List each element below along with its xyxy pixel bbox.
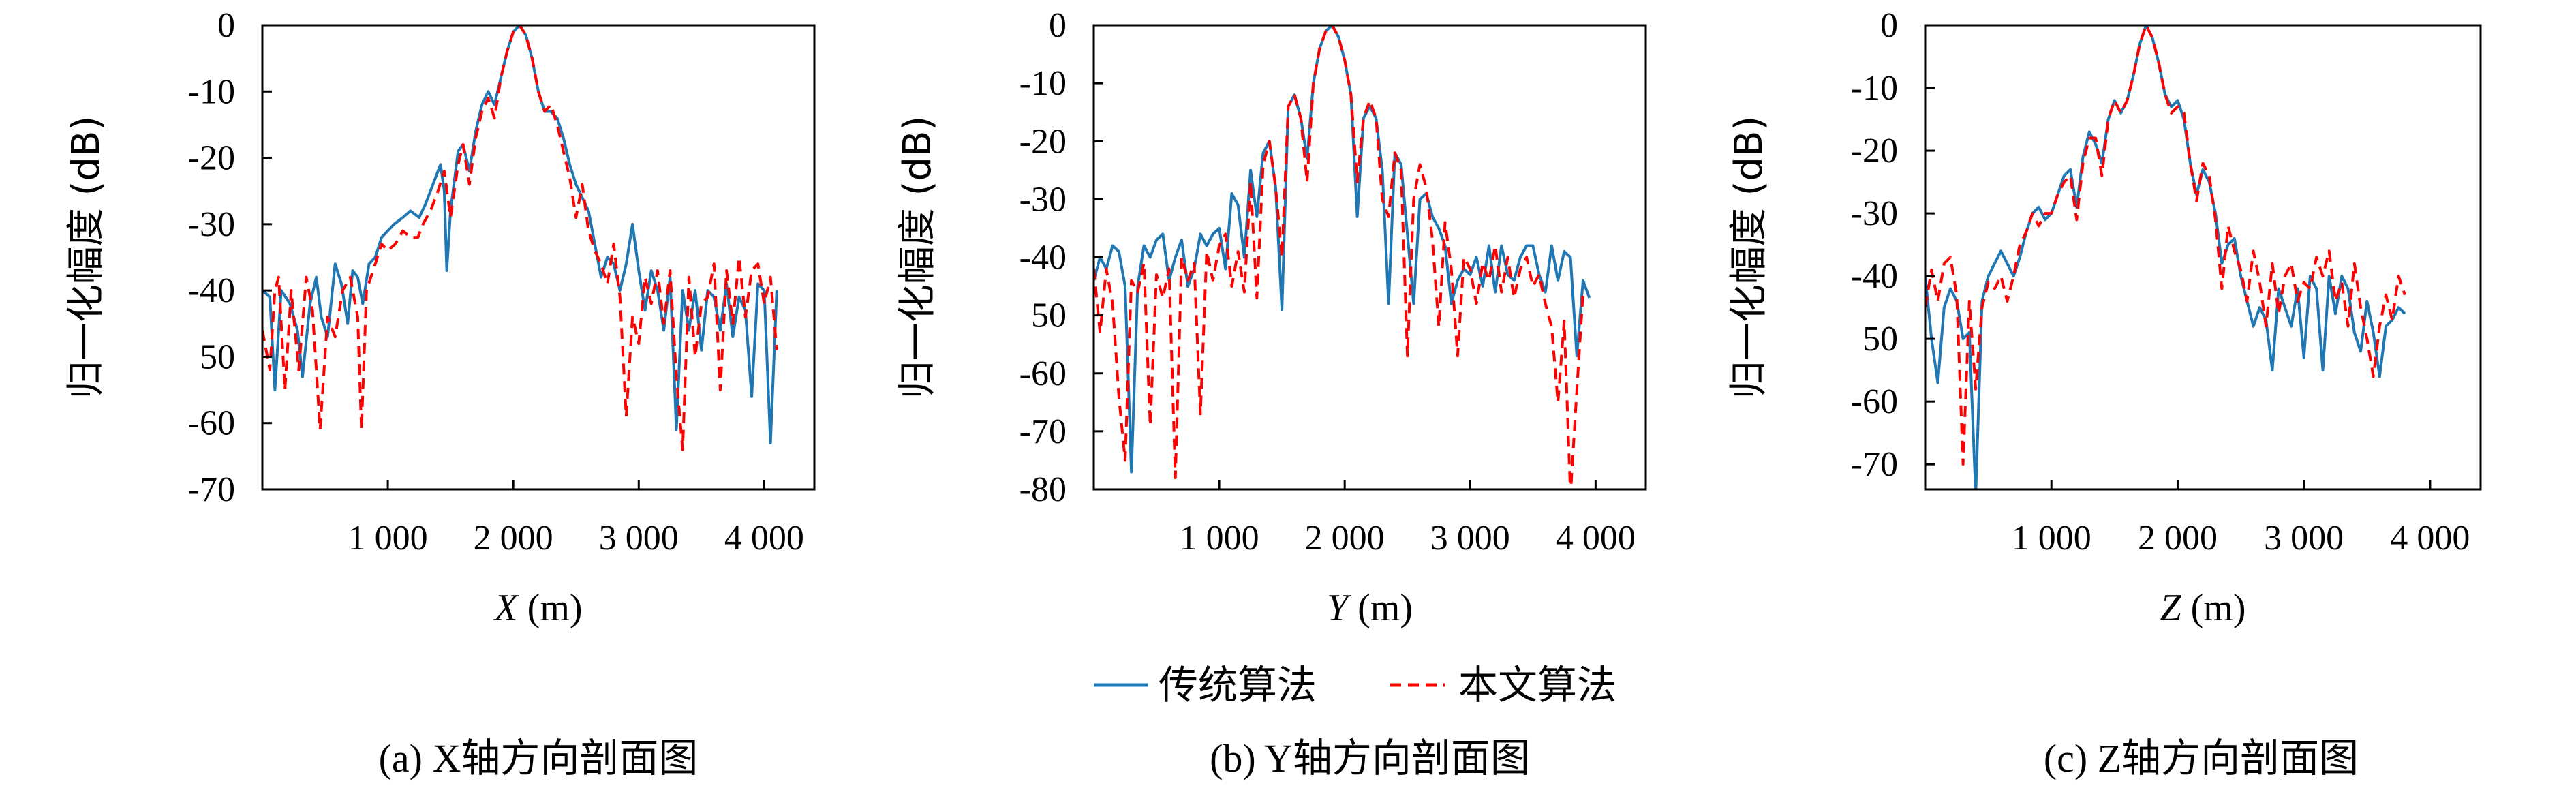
x-tick-label: 1 000 [348, 519, 428, 558]
y-tick-label: 50 [1031, 296, 1067, 335]
y-tick-label: -30 [188, 205, 235, 244]
y-tick-label: -60 [1851, 382, 1898, 421]
y-tick-label: -40 [188, 271, 235, 310]
x-tick-label: 1 000 [2012, 519, 2091, 558]
y-axis-title: 归一化幅度 (dB) [64, 116, 108, 399]
legend-label-proposed: 本文算法 [1458, 662, 1616, 708]
y-tick-label: -30 [1019, 180, 1067, 219]
y-tick-label: -40 [1019, 239, 1067, 277]
y-tick-label: -30 [1851, 194, 1898, 233]
x-tick-label: 3 000 [2264, 519, 2344, 558]
y-tick-label: -80 [1019, 470, 1067, 509]
x-axis-title: X (m) [493, 587, 582, 629]
series-line-proposed [1094, 25, 1584, 489]
x-tick-label: 2 000 [1305, 519, 1385, 558]
x-tick-label: 2 000 [2138, 519, 2218, 558]
panels-group: 0 -10 -20 -30 -40 50 -60 -70 1 000 2 000 3 000 4 00… [64, 6, 2482, 780]
x-axis-title: Z (m) [2160, 587, 2245, 629]
series-line-proposed [1925, 25, 2406, 466]
x-axis-variable: Z [2160, 587, 2181, 629]
panel-caption: (a) X轴方向剖面图 [379, 736, 699, 780]
x-tick-label: 4 000 [2390, 519, 2470, 558]
y-tick-label: -70 [188, 470, 235, 509]
y-tick-label: -20 [188, 139, 235, 178]
y-tick-label: -10 [188, 72, 235, 111]
y-tick-label: 0 [217, 6, 235, 45]
x-axis-title: Y (m) [1327, 587, 1413, 629]
y-tick-label: -70 [1851, 445, 1898, 484]
series-line-traditional [262, 25, 778, 444]
y-tick-label: -20 [1851, 132, 1898, 170]
y-tick-label: -70 [1019, 412, 1067, 451]
y-tick-label: -10 [1851, 69, 1898, 108]
x-axis-variable: X [493, 587, 519, 629]
x-tick-label: 4 000 [724, 519, 804, 558]
y-tick-label: -60 [188, 404, 235, 443]
x-tick-label: 1 000 [1180, 519, 1259, 558]
x-axis-unit: (m) [2191, 587, 2246, 629]
chart-panel-2: 0 -10 -20 -30 -40 50 -60 -70 1 000 2 000 3 000 4 00… [1727, 6, 2482, 780]
y-tick-label: -20 [1019, 122, 1067, 161]
y-tick-label: 0 [1880, 6, 1898, 45]
legend: 传统算法 本文算法 [1094, 662, 1616, 708]
x-tick-label: 4 000 [1556, 519, 1636, 558]
plot-frame [1924, 24, 2482, 491]
y-tick-label: 0 [1049, 6, 1067, 45]
x-tick-label: 3 000 [1430, 519, 1510, 558]
y-tick-label: 50 [200, 337, 235, 376]
panel-caption: (b) Y轴方向剖面图 [1210, 736, 1530, 780]
chart-panel-0: 0 -10 -20 -30 -40 50 -60 -70 1 000 2 000 3 000 4 00… [64, 6, 816, 780]
x-tick-label: 2 000 [474, 519, 553, 558]
y-tick-label: -40 [1851, 257, 1898, 296]
y-tick-label: -10 [1019, 64, 1067, 103]
y-axis-title: 归一化幅度 (dB) [895, 116, 940, 399]
series-line-proposed [262, 25, 778, 451]
plot-frame [261, 24, 816, 491]
x-axis-variable: Y [1327, 587, 1352, 629]
x-tick-label: 3 000 [599, 519, 679, 558]
y-tick-label: -60 [1019, 354, 1067, 393]
y-tick-label: 50 [1862, 320, 1898, 359]
series-line-traditional [1094, 25, 1591, 474]
x-axis-unit: (m) [527, 587, 583, 629]
y-axis-title: 归一化幅度 (dB) [1727, 116, 1771, 399]
panel-caption: (c) Z轴方向剖面图 [2044, 736, 2359, 780]
series-line-traditional [1925, 25, 2406, 489]
chart-panel-1: 0 -10 -20 -30 -40 50 -60 -70 -80 1 000 2 000 3 000 4… [895, 6, 1647, 780]
x-axis-unit: (m) [1358, 587, 1413, 629]
legend-label-traditional: 传统算法 [1159, 662, 1317, 708]
